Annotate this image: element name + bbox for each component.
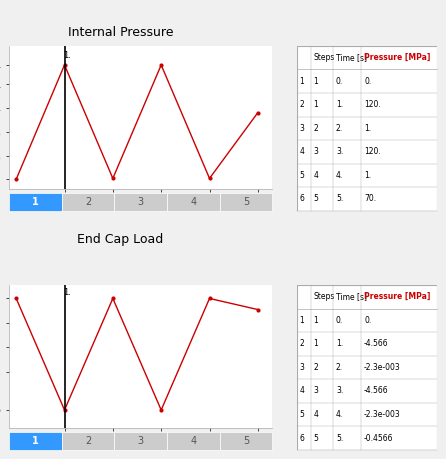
FancyBboxPatch shape	[114, 432, 167, 450]
Text: 2: 2	[299, 339, 304, 348]
Text: 4: 4	[314, 410, 318, 419]
Text: 1.: 1.	[364, 171, 371, 180]
Text: -0.4566: -0.4566	[364, 434, 393, 442]
Text: 2: 2	[314, 363, 318, 372]
Text: 1.: 1.	[63, 51, 71, 60]
FancyBboxPatch shape	[62, 193, 114, 211]
Text: 5: 5	[243, 197, 249, 207]
Text: Steps: Steps	[314, 53, 335, 62]
Text: 1.: 1.	[364, 124, 371, 133]
Text: 5.: 5.	[336, 195, 343, 203]
Text: 5: 5	[314, 434, 318, 442]
Text: 3: 3	[137, 197, 144, 207]
Text: Pressure [MPa]: Pressure [MPa]	[364, 53, 430, 62]
Text: 4: 4	[190, 197, 196, 207]
FancyBboxPatch shape	[297, 285, 437, 450]
Text: 2: 2	[299, 100, 304, 109]
Text: 3.: 3.	[336, 386, 343, 396]
Text: Internal Pressure: Internal Pressure	[68, 26, 173, 39]
FancyBboxPatch shape	[9, 432, 62, 450]
Text: -4.566: -4.566	[364, 339, 388, 348]
Text: 1: 1	[314, 100, 318, 109]
Text: 4.: 4.	[336, 410, 343, 419]
Text: 1: 1	[314, 339, 318, 348]
FancyBboxPatch shape	[167, 193, 220, 211]
Text: 0.: 0.	[336, 316, 343, 325]
Text: 6: 6	[299, 434, 304, 442]
Text: 3: 3	[299, 363, 304, 372]
Text: 4: 4	[190, 436, 196, 446]
Text: 3.: 3.	[336, 147, 343, 157]
FancyBboxPatch shape	[167, 432, 220, 450]
Text: 4: 4	[314, 171, 318, 180]
Text: 1: 1	[314, 316, 318, 325]
Text: 70.: 70.	[364, 195, 376, 203]
Text: 5: 5	[314, 195, 318, 203]
Text: 120.: 120.	[364, 147, 381, 157]
Text: 0.: 0.	[364, 77, 371, 86]
Text: 5: 5	[299, 171, 304, 180]
Text: -2.3e-003: -2.3e-003	[364, 410, 401, 419]
Text: Time [s]: Time [s]	[336, 53, 367, 62]
Text: 4.: 4.	[336, 171, 343, 180]
Text: 0.: 0.	[364, 316, 371, 325]
Text: 5: 5	[299, 410, 304, 419]
Text: 2.: 2.	[336, 124, 343, 133]
FancyBboxPatch shape	[220, 432, 273, 450]
FancyBboxPatch shape	[114, 193, 167, 211]
Text: 4: 4	[299, 386, 304, 396]
FancyBboxPatch shape	[297, 46, 437, 211]
Text: 3: 3	[314, 147, 318, 157]
Text: Time [s]: Time [s]	[336, 292, 367, 301]
Text: 2: 2	[314, 124, 318, 133]
Text: 3: 3	[299, 124, 304, 133]
FancyBboxPatch shape	[220, 193, 273, 211]
Text: 2: 2	[85, 197, 91, 207]
Text: 1: 1	[32, 436, 39, 446]
Text: Pressure [MPa]: Pressure [MPa]	[364, 292, 430, 301]
Text: 1.: 1.	[63, 288, 71, 297]
Text: 1: 1	[299, 77, 304, 86]
Text: Steps: Steps	[314, 292, 335, 301]
Text: 6: 6	[299, 195, 304, 203]
FancyBboxPatch shape	[62, 432, 114, 450]
Text: 2: 2	[85, 436, 91, 446]
Text: 1: 1	[314, 77, 318, 86]
Text: -4.566: -4.566	[364, 386, 388, 396]
Text: 120.: 120.	[364, 100, 381, 109]
FancyBboxPatch shape	[9, 193, 62, 211]
Text: 3: 3	[314, 386, 318, 396]
Text: 0.: 0.	[336, 77, 343, 86]
Text: 1.: 1.	[336, 339, 343, 348]
Text: 5.: 5.	[336, 434, 343, 442]
Text: -2.3e-003: -2.3e-003	[364, 363, 401, 372]
Text: 3: 3	[137, 436, 144, 446]
Text: 1: 1	[32, 197, 39, 207]
Text: End Cap Load: End Cap Load	[77, 233, 164, 246]
Text: 4: 4	[299, 147, 304, 157]
Text: 1: 1	[299, 316, 304, 325]
Text: 2.: 2.	[336, 363, 343, 372]
Text: 5: 5	[243, 436, 249, 446]
Text: 1.: 1.	[336, 100, 343, 109]
